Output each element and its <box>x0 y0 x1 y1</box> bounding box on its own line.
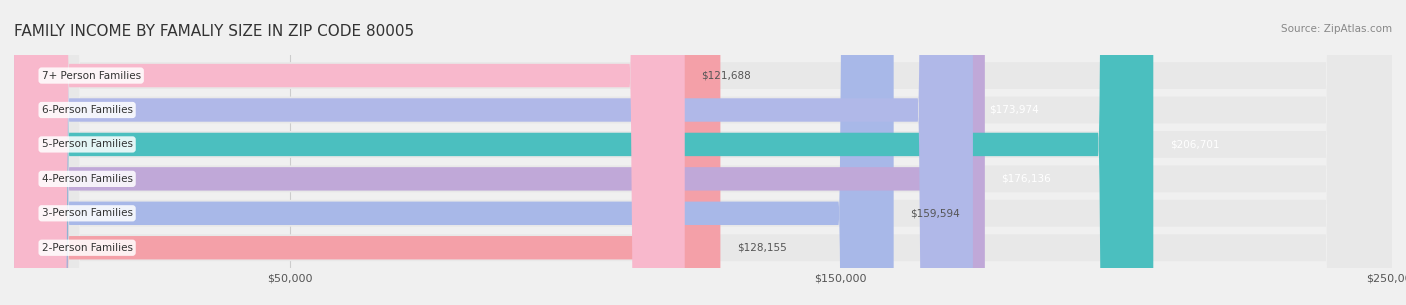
FancyBboxPatch shape <box>14 0 1392 305</box>
Text: 3-Person Families: 3-Person Families <box>42 208 132 218</box>
FancyBboxPatch shape <box>14 0 984 305</box>
Text: $173,974: $173,974 <box>990 105 1039 115</box>
Text: $176,136: $176,136 <box>1001 174 1052 184</box>
Text: 5-Person Families: 5-Person Families <box>42 139 132 149</box>
Text: 2-Person Families: 2-Person Families <box>42 243 132 253</box>
FancyBboxPatch shape <box>14 0 1153 305</box>
Text: 4-Person Families: 4-Person Families <box>42 174 132 184</box>
Text: FAMILY INCOME BY FAMALIY SIZE IN ZIP CODE 80005: FAMILY INCOME BY FAMALIY SIZE IN ZIP COD… <box>14 24 415 39</box>
Text: Source: ZipAtlas.com: Source: ZipAtlas.com <box>1281 24 1392 34</box>
FancyBboxPatch shape <box>14 0 1392 305</box>
Text: 7+ Person Families: 7+ Person Families <box>42 70 141 81</box>
Text: $121,688: $121,688 <box>702 70 751 81</box>
Text: $128,155: $128,155 <box>737 243 787 253</box>
Text: 6-Person Families: 6-Person Families <box>42 105 132 115</box>
FancyBboxPatch shape <box>14 0 973 305</box>
Text: $159,594: $159,594 <box>910 208 960 218</box>
Text: $206,701: $206,701 <box>1170 139 1219 149</box>
FancyBboxPatch shape <box>14 0 1392 305</box>
FancyBboxPatch shape <box>14 0 1392 305</box>
FancyBboxPatch shape <box>14 0 1392 305</box>
FancyBboxPatch shape <box>14 0 685 305</box>
FancyBboxPatch shape <box>14 0 720 305</box>
FancyBboxPatch shape <box>14 0 894 305</box>
FancyBboxPatch shape <box>14 0 1392 305</box>
